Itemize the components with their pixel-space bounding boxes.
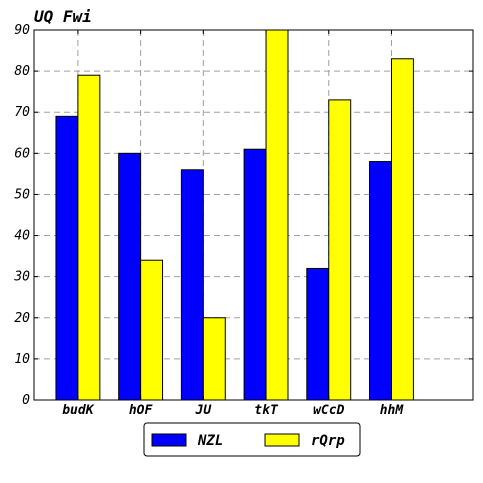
legend-swatch-rqrp	[264, 433, 300, 447]
x-tick-label-hhm: hhM	[380, 403, 405, 418]
y-tick-label-10: 10	[14, 352, 30, 367]
bar-nzl-hhm	[369, 161, 392, 401]
x-axis: budK hOF JU tkT wCcD hhM	[62, 30, 404, 418]
bar-nzl-wccd	[306, 267, 330, 401]
x-tick-label-wccd: wCcD	[313, 403, 344, 418]
y-tick-label-70: 70	[14, 105, 30, 120]
bar-rqrp-budk	[77, 74, 101, 401]
legend-label-nzl: NZL	[197, 433, 223, 449]
bar-rqrp-hhm	[390, 58, 414, 401]
y-tick-label-50: 50	[14, 187, 30, 202]
legend-frame	[143, 422, 361, 457]
y-tick-label-30: 30	[13, 270, 30, 285]
x-tick-label-budk: budK	[62, 403, 94, 418]
chart-title: UQ Fwi	[34, 7, 92, 26]
x-tick-label-hof: hOF	[129, 403, 154, 418]
legend-swatch-nzl	[151, 433, 187, 447]
y-tick-label-80: 80	[14, 64, 30, 79]
bar-rqrp-wccd	[328, 99, 352, 401]
bar-rqrp-hof	[140, 259, 164, 401]
plot-frame	[33, 29, 474, 401]
y-tick-label-20: 20	[14, 311, 30, 326]
bar-nzl-tkt	[243, 148, 267, 401]
y-axis: 0 10 20 30 40 50 60 70 80 90	[13, 23, 473, 408]
x-tick-label-tkt: tkT	[254, 403, 279, 418]
bar-nzl-ju	[180, 169, 204, 401]
bar-rqrp-ju	[202, 317, 226, 401]
y-tick-label-0: 0	[22, 393, 30, 408]
x-tick-label-ju: JU	[195, 403, 213, 418]
bar-nzl-hof	[118, 152, 142, 401]
bars	[55, 29, 414, 401]
y-tick-label-40: 40	[14, 229, 30, 244]
legend-label-rqrp: rQrp	[311, 433, 345, 449]
y-tick-label-60: 60	[14, 146, 30, 161]
bar-rqrp-tkt	[265, 29, 289, 401]
bar-nzl-budk	[55, 115, 79, 401]
y-tick-label-90: 90	[14, 23, 30, 38]
legend: NZL rQrp	[143, 422, 361, 457]
